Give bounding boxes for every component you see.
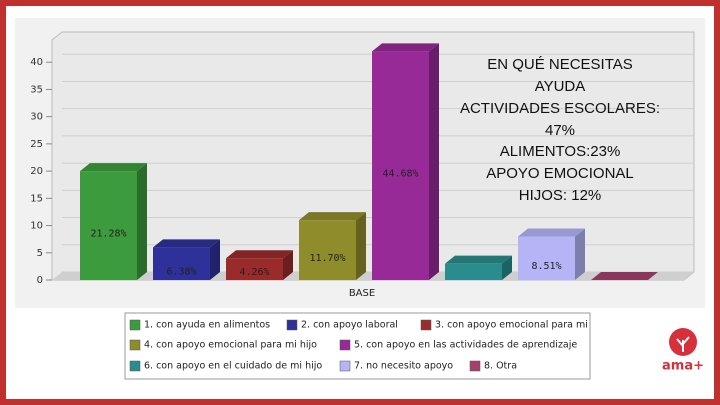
value-label: 4.26% bbox=[239, 267, 269, 278]
legend-label: 7. no necesito apoyo bbox=[354, 361, 453, 372]
legend-swatch bbox=[129, 319, 141, 331]
bar-side bbox=[137, 163, 147, 280]
y-tick-label: 0 bbox=[37, 275, 43, 286]
bar-top bbox=[153, 239, 220, 248]
bar bbox=[518, 236, 575, 280]
y-tick-label: 5 bbox=[37, 248, 43, 259]
bar-top bbox=[445, 255, 512, 264]
bar-side bbox=[356, 212, 366, 280]
legend-swatch bbox=[420, 319, 432, 331]
y-tick-label: 20 bbox=[30, 166, 43, 177]
logo: ama+ bbox=[656, 324, 712, 394]
bar-top bbox=[80, 163, 147, 172]
annotation: ALIMENTOS:23% bbox=[500, 143, 621, 160]
legend-label: 6. con apoyo en el cuidado de mi hijo bbox=[144, 361, 322, 372]
bar bbox=[372, 51, 429, 281]
y-tick-label: 35 bbox=[30, 84, 43, 95]
bar-top bbox=[226, 250, 293, 259]
y-tick-label: 40 bbox=[30, 57, 43, 68]
annotation: AYUDA bbox=[535, 78, 586, 95]
legend-label: 3. con apoyo emocional para mi bbox=[435, 320, 588, 331]
logo-icon bbox=[676, 336, 690, 352]
legend-label: 1. con ayuda en alimentos bbox=[144, 320, 270, 331]
legend-label: 5. con apoyo en las actividades de apren… bbox=[354, 340, 577, 351]
y-tick-label: 30 bbox=[30, 112, 43, 123]
annotation: HIJOS: 12% bbox=[519, 187, 602, 204]
value-label: 11.70% bbox=[309, 253, 345, 264]
bar-side bbox=[575, 228, 585, 280]
bar bbox=[445, 263, 502, 280]
bar bbox=[226, 258, 283, 280]
annotation: APOYO EMOCIONAL bbox=[486, 165, 634, 182]
legend-swatch bbox=[129, 339, 141, 351]
bar-top bbox=[372, 43, 439, 52]
bar-side bbox=[429, 43, 439, 281]
value-label: 21.28% bbox=[90, 229, 126, 240]
bar-top bbox=[299, 212, 366, 221]
value-label: 8.51% bbox=[531, 261, 561, 272]
bar bbox=[299, 220, 356, 280]
bar-top bbox=[591, 272, 658, 280]
legend-swatch bbox=[339, 339, 351, 351]
annotation: ACTIVIDADES ESCOLARES: bbox=[460, 100, 660, 117]
legend-swatch bbox=[339, 360, 351, 372]
value-label: 44.68% bbox=[382, 169, 418, 180]
legend bbox=[124, 312, 591, 380]
bar-side bbox=[210, 239, 220, 280]
legend-label: 8. Otra bbox=[484, 361, 517, 372]
bar-top bbox=[518, 228, 585, 237]
bar-side bbox=[283, 250, 293, 280]
legend-swatch bbox=[129, 360, 141, 372]
annotation: EN QUÉ NECESITAS bbox=[487, 56, 633, 73]
bar-side bbox=[502, 255, 512, 280]
value-label: 6.38% bbox=[166, 267, 196, 278]
bar bbox=[153, 247, 210, 280]
y-tick-label: 10 bbox=[30, 221, 43, 232]
bar bbox=[80, 171, 137, 280]
logo-text: ama+ bbox=[662, 359, 704, 374]
y-tick-label: 15 bbox=[30, 193, 43, 204]
annotation: 47% bbox=[545, 122, 575, 139]
legend-label: 2. con apoyo laboral bbox=[301, 320, 398, 331]
legend-swatch bbox=[469, 360, 481, 372]
x-axis-label: BASE bbox=[349, 288, 375, 299]
y-tick-label: 25 bbox=[30, 139, 43, 150]
legend-label: 4. con apoyo emocional para mi hijo bbox=[144, 340, 317, 351]
legend-swatch bbox=[286, 319, 298, 331]
